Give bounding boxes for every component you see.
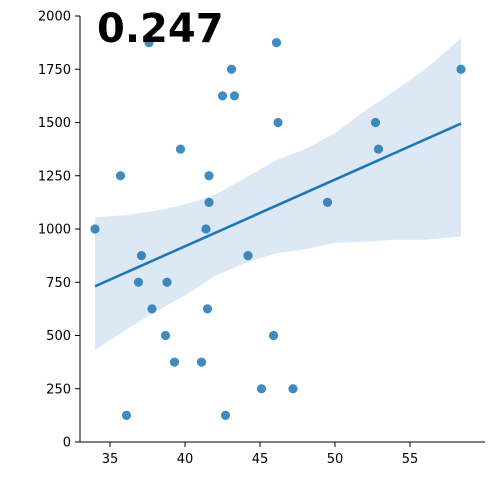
axes-layer: 0 250 500 750 1000 1250 1500 1750 2000 35 40 45 50 55 [38,10,485,467]
data-point [373,144,384,154]
confidence-band-layer [95,38,461,351]
data-point [256,384,267,394]
data-points-layer [90,38,466,420]
data-point [229,91,240,101]
y-tick-label: 2000 [38,10,71,25]
data-point [268,330,279,341]
data-point [243,251,253,261]
y-tick-label: 500 [46,329,71,344]
x-tick-label: 50 [327,452,344,467]
data-point [162,277,172,287]
data-point [169,357,180,367]
y-tick-label: 1250 [38,169,71,184]
data-point [90,224,100,234]
regression-line-layer [94,122,462,288]
data-point [273,117,283,128]
x-tick-label: 55 [402,452,419,467]
data-point [204,171,214,181]
y-tick-label: 1750 [38,63,71,78]
data-point [220,410,231,420]
data-point [271,38,282,48]
data-point [201,224,211,234]
data-point [322,197,333,207]
data-point [196,357,207,367]
x-tick-label: 40 [177,452,194,467]
x-tick-label: 35 [102,452,119,467]
data-point [121,410,132,420]
data-point [370,117,381,128]
correlation-annotation: 0.247 [97,6,224,52]
data-point [144,38,154,48]
y-tick-label: 750 [46,276,71,291]
x-tick-label: 45 [252,452,269,467]
data-point [202,304,213,314]
y-tick-label: 1000 [38,223,71,238]
confidence-band [95,38,461,351]
data-point [204,197,214,207]
data-point [456,64,466,74]
data-point [160,330,171,341]
data-point [175,144,186,154]
data-point [115,171,126,181]
data-point [217,91,228,101]
y-tick-label: 250 [46,382,71,397]
data-point [133,277,144,287]
y-tick-label: 0 [63,436,71,451]
regression-line [94,122,462,288]
y-tick-label: 1500 [38,116,71,131]
data-point [147,304,157,314]
data-point [226,64,237,74]
data-point [136,251,147,261]
data-point [288,384,298,394]
